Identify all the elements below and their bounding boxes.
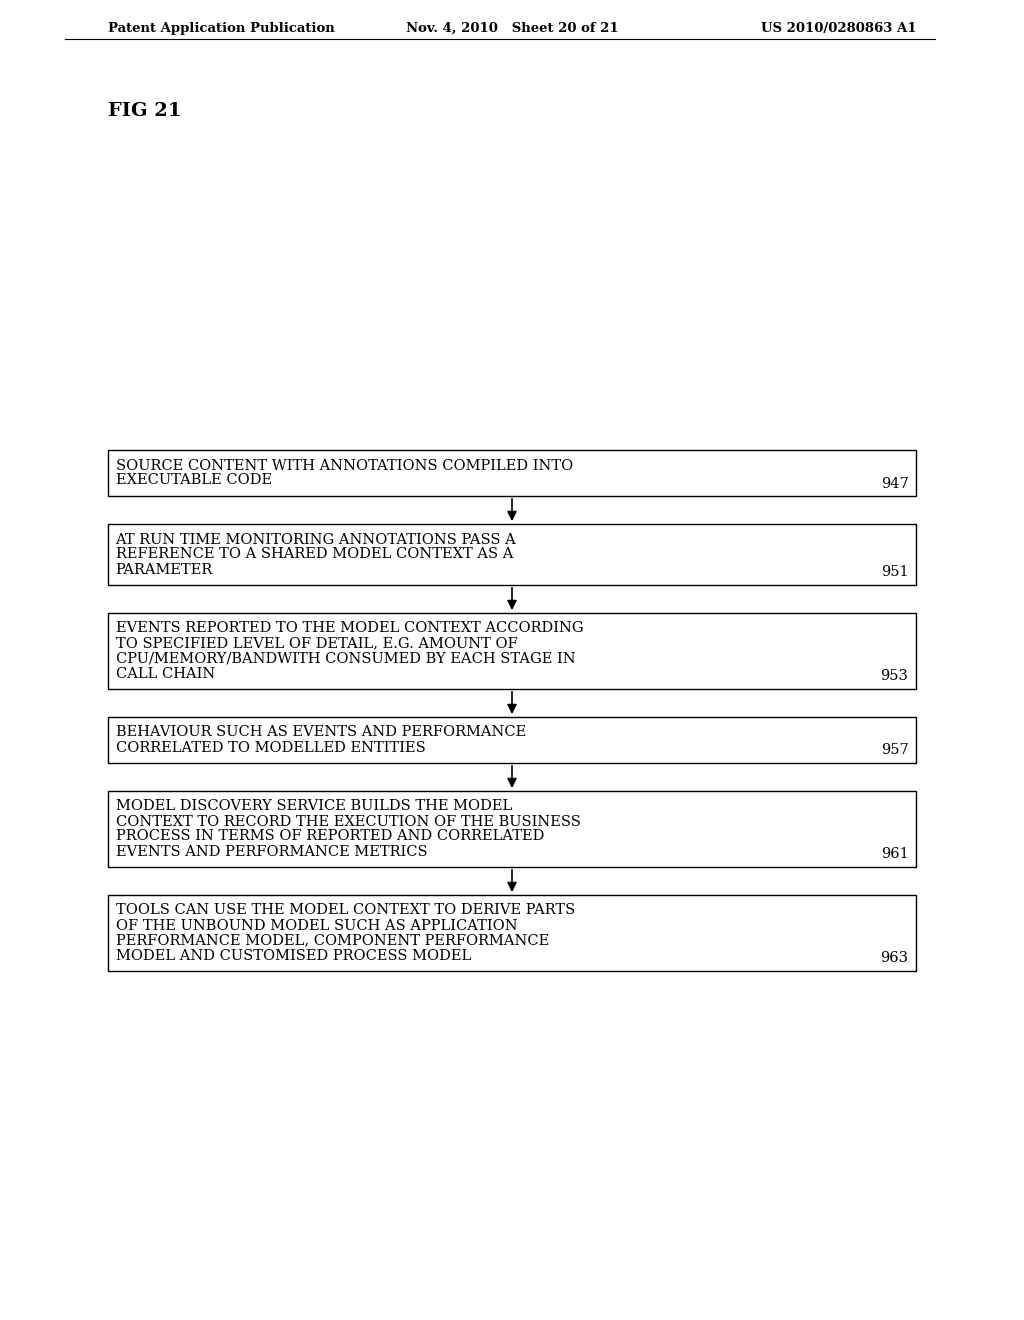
Text: CALL CHAIN: CALL CHAIN — [116, 667, 215, 681]
Text: PROCESS IN TERMS OF REPORTED AND CORRELATED: PROCESS IN TERMS OF REPORTED AND CORRELA… — [116, 829, 544, 843]
Text: PARAMETER: PARAMETER — [116, 562, 213, 577]
Text: Nov. 4, 2010   Sheet 20 of 21: Nov. 4, 2010 Sheet 20 of 21 — [406, 22, 618, 36]
Text: 957: 957 — [881, 743, 908, 758]
Text: PERFORMANCE MODEL, COMPONENT PERFORMANCE: PERFORMANCE MODEL, COMPONENT PERFORMANCE — [116, 933, 549, 948]
Text: 961: 961 — [881, 847, 908, 862]
Bar — [108, 791, 916, 867]
Bar — [108, 612, 916, 689]
Text: REFERENCE TO A SHARED MODEL CONTEXT AS A: REFERENCE TO A SHARED MODEL CONTEXT AS A — [116, 548, 513, 561]
Text: AT RUN TIME MONITORING ANNOTATIONS PASS A: AT RUN TIME MONITORING ANNOTATIONS PASS … — [116, 532, 516, 546]
Text: MODEL DISCOVERY SERVICE BUILDS THE MODEL: MODEL DISCOVERY SERVICE BUILDS THE MODEL — [116, 800, 512, 813]
Text: FIG 21: FIG 21 — [108, 102, 181, 120]
Bar — [108, 450, 916, 496]
Text: 951: 951 — [881, 565, 908, 579]
Text: 963: 963 — [881, 952, 908, 965]
Text: SOURCE CONTENT WITH ANNOTATIONS COMPILED INTO: SOURCE CONTENT WITH ANNOTATIONS COMPILED… — [116, 458, 572, 473]
Text: MODEL AND CUSTOMISED PROCESS MODEL: MODEL AND CUSTOMISED PROCESS MODEL — [116, 949, 471, 962]
Text: BEHAVIOUR SUCH AS EVENTS AND PERFORMANCE: BEHAVIOUR SUCH AS EVENTS AND PERFORMANCE — [116, 726, 525, 739]
Text: US 2010/0280863 A1: US 2010/0280863 A1 — [761, 22, 916, 36]
Bar — [108, 895, 916, 972]
Text: CORRELATED TO MODELLED ENTITIES: CORRELATED TO MODELLED ENTITIES — [116, 741, 425, 755]
Text: Patent Application Publication: Patent Application Publication — [108, 22, 334, 36]
Text: TO SPECIFIED LEVEL OF DETAIL, E.G. AMOUNT OF: TO SPECIFIED LEVEL OF DETAIL, E.G. AMOUN… — [116, 636, 517, 651]
Text: 947: 947 — [881, 477, 908, 491]
Text: TOOLS CAN USE THE MODEL CONTEXT TO DERIVE PARTS: TOOLS CAN USE THE MODEL CONTEXT TO DERIV… — [116, 903, 574, 917]
Text: 953: 953 — [881, 669, 908, 684]
Text: OF THE UNBOUND MODEL SUCH AS APPLICATION: OF THE UNBOUND MODEL SUCH AS APPLICATION — [116, 919, 517, 932]
Text: CONTEXT TO RECORD THE EXECUTION OF THE BUSINESS: CONTEXT TO RECORD THE EXECUTION OF THE B… — [116, 814, 581, 829]
Text: EVENTS AND PERFORMANCE METRICS: EVENTS AND PERFORMANCE METRICS — [116, 845, 427, 858]
Bar — [108, 717, 916, 763]
Text: CPU/MEMORY/BANDWITH CONSUMED BY EACH STAGE IN: CPU/MEMORY/BANDWITH CONSUMED BY EACH STA… — [116, 652, 575, 665]
Text: EXECUTABLE CODE: EXECUTABLE CODE — [116, 474, 271, 487]
Bar — [108, 524, 916, 585]
Text: EVENTS REPORTED TO THE MODEL CONTEXT ACCORDING: EVENTS REPORTED TO THE MODEL CONTEXT ACC… — [116, 622, 583, 635]
